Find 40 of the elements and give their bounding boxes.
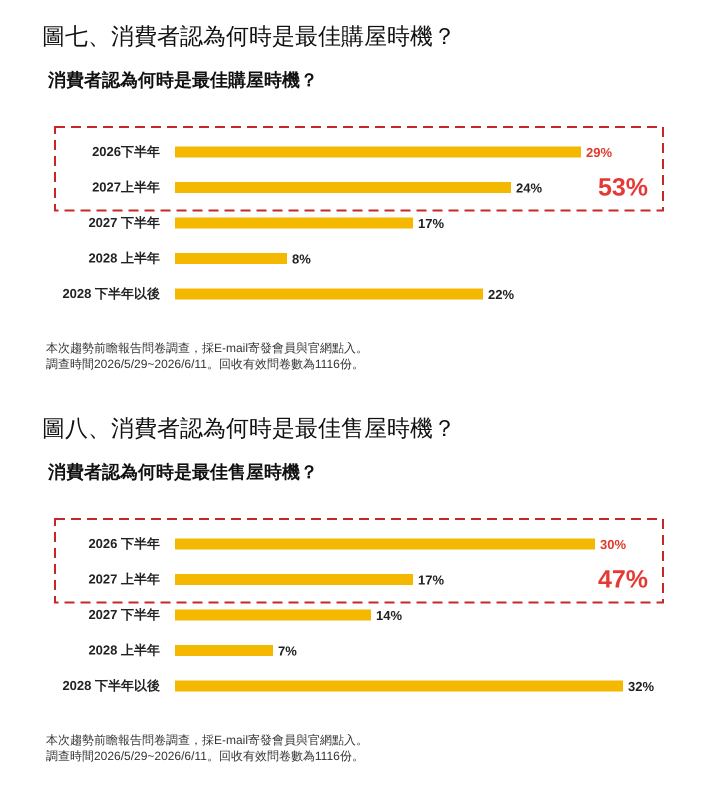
- bar: [175, 288, 483, 300]
- y-tick-label: 2028 下半年以後: [62, 286, 160, 301]
- bar: [175, 574, 413, 585]
- y-tick-label: 2028 上半年: [88, 642, 160, 658]
- text: 調查時間2026/5/29~2026/6/11。回收有效問卷數為1116份。: [46, 357, 364, 371]
- bar: [175, 182, 511, 193]
- y-tick-label: 2027上半年: [92, 180, 160, 194]
- data-label: 24%: [516, 180, 542, 196]
- y-tick-label: 2026 下半年: [88, 536, 160, 551]
- data-label: 7%: [278, 644, 298, 658]
- bar: [175, 680, 623, 692]
- chart-subtitle: 消費者認為何時是最佳購屋時機？: [47, 70, 318, 90]
- data-label: 17%: [418, 216, 444, 231]
- bar: [175, 218, 413, 228]
- bar: [175, 253, 287, 264]
- data-label: 17%: [418, 572, 444, 588]
- text: 53%: [598, 174, 648, 202]
- y-tick-label: 2028 下半年以後: [62, 678, 160, 693]
- text: 本次趨勢前瞻報告問卷調查，採E-mail寄發會員與官網點入。: [46, 733, 368, 747]
- data-label: 29%: [586, 145, 612, 160]
- data-label: 22%: [488, 287, 514, 302]
- y-tick-label: 2028 上半年: [88, 250, 160, 266]
- chart-title: 圖八、消費者認為何時是最佳售屋時機？: [42, 416, 456, 441]
- data-label: 14%: [376, 608, 402, 623]
- chart-subtitle: 消費者認為何時是最佳售屋時機？: [47, 462, 318, 482]
- text: 調查時間2026/5/29~2026/6/11。回收有效問卷數為1116份。: [46, 749, 364, 763]
- data-label: 32%: [628, 679, 654, 694]
- annotation: 47%: [598, 566, 648, 594]
- data-label: 30%: [600, 537, 626, 552]
- data-label: 8%: [292, 252, 312, 266]
- bar: [175, 538, 595, 550]
- text: 本次趨勢前瞻報告問卷調查，採E-mail寄發會員與官網點入。: [46, 341, 368, 355]
- chart-title: 圖七、消費者認為何時是最佳購屋時機？: [42, 24, 456, 49]
- y-tick-label: 2027 上半年: [88, 572, 160, 586]
- y-tick-label: 2026下半年: [92, 144, 160, 159]
- bar: [175, 610, 371, 620]
- bar: [175, 645, 273, 656]
- y-tick-label: 2027 下半年: [88, 215, 160, 230]
- bar: [175, 146, 581, 158]
- y-tick-label: 2027 下半年: [88, 607, 160, 622]
